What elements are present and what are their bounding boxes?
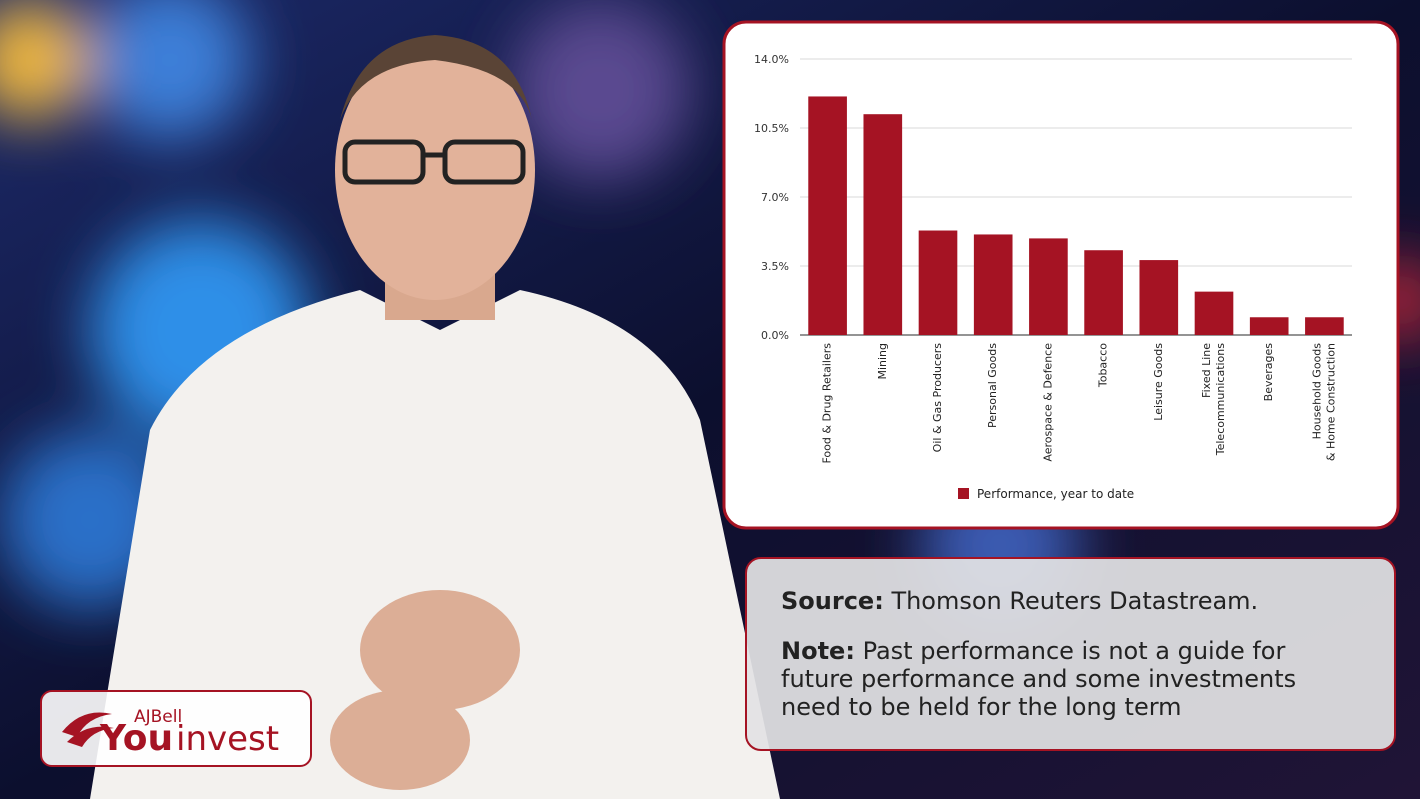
chart: 0.0% 3.5% 7.0% 10.5% 14.0% Performance, year … xyxy=(754,53,1352,501)
source-label: Source: xyxy=(781,587,884,615)
bar xyxy=(1084,250,1123,335)
source-line: Source: Thomson Reuters Datastream. xyxy=(781,587,1394,615)
x-tick-label: Oil & Gas Producers xyxy=(931,343,944,453)
x-tick-label: Food & Drug Retailers xyxy=(820,343,834,464)
x-tick-label: Mining xyxy=(875,343,889,380)
x-tick-label: Tobacco xyxy=(1096,343,1110,388)
x-tick-label: Beverages xyxy=(1262,343,1276,402)
note-text: Past performance is not a guide for futu… xyxy=(781,637,1297,721)
y-tick-label: 3.5% xyxy=(761,260,789,273)
bar xyxy=(1305,317,1344,335)
y-tick-label: 14.0% xyxy=(754,53,789,66)
presenter xyxy=(90,35,780,799)
note-line: Note: Past performance is not a guide fo… xyxy=(781,637,1394,721)
logo-brand: AJBell xyxy=(134,707,182,727)
bar xyxy=(1139,260,1179,335)
note-label: Note: xyxy=(781,637,855,665)
source-panel: Source: Thomson Reuters Datastream. Note… xyxy=(745,557,1396,751)
x-tick-label: Personal Goods xyxy=(986,343,1000,428)
y-tick-label: 10.5% xyxy=(754,122,789,135)
bar xyxy=(863,114,903,335)
legend-label: Performance, year to date xyxy=(977,487,1134,501)
x-tick-label: Leisure Goods xyxy=(1151,343,1165,421)
bar xyxy=(918,230,958,335)
legend-swatch xyxy=(958,488,969,499)
x-tick-label: Fixed Line Telecommunications xyxy=(1200,343,1227,456)
y-tick-label: 7.0% xyxy=(761,191,789,204)
y-tick-label: 0.0% xyxy=(761,329,789,342)
logo-art: AJBell You invest xyxy=(62,707,279,759)
bar xyxy=(808,96,847,335)
x-tick-label: Aerospace & Defence xyxy=(1041,343,1055,462)
logo-you: You xyxy=(99,718,173,759)
bar xyxy=(1249,317,1289,335)
logo-invest: invest xyxy=(176,719,279,759)
bar xyxy=(1194,291,1234,335)
logo: AJBell You invest xyxy=(40,690,312,767)
source-text: Thomson Reuters Datastream. xyxy=(891,587,1259,615)
bar xyxy=(973,234,1013,335)
bar xyxy=(1029,238,1068,335)
x-tick-label: Household Goods & Home Construction xyxy=(1310,343,1338,462)
